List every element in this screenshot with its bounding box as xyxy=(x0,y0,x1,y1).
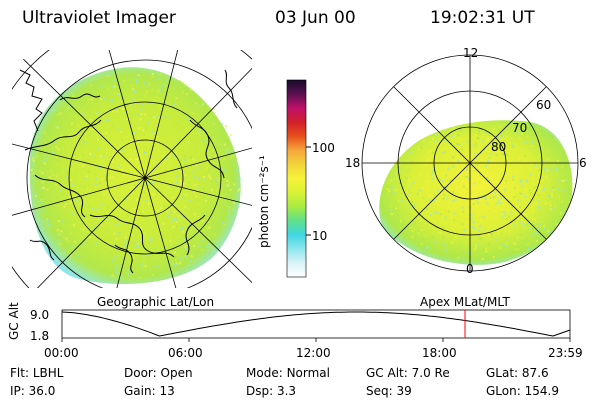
altitude-xtick-2: 12:00 xyxy=(296,346,331,360)
meridian-line xyxy=(144,177,252,284)
meridian-line xyxy=(144,50,179,179)
info-door: Door: Open xyxy=(124,366,193,380)
mlat-label-60: 60 xyxy=(536,98,552,112)
mlat-label-70: 70 xyxy=(512,121,528,135)
info-mode: Mode: Normal xyxy=(246,366,330,380)
meridian-line xyxy=(144,147,252,179)
meridian-line xyxy=(144,177,252,206)
colorbar xyxy=(286,79,311,278)
right-emission xyxy=(379,120,573,265)
info-ip: IP: 36.0 xyxy=(10,384,56,398)
left-map-caption: Geographic Lat/Lon xyxy=(97,295,215,309)
info-dsp: Dsp: 3.3 xyxy=(246,384,297,398)
app-title: Ultraviolet Imager xyxy=(22,8,176,28)
info-gc-alt: GC Alt: 7.0 Re xyxy=(366,366,450,380)
altitude-ylabel: GC Alt xyxy=(7,302,21,340)
meridian-line xyxy=(12,177,146,216)
right-map-caption: Apex MLat/MLT xyxy=(420,295,510,309)
mlt-label-0: 0 xyxy=(466,262,474,276)
meridian-line xyxy=(116,177,146,288)
meridian-line xyxy=(108,50,146,179)
mlat-label-80: 80 xyxy=(491,140,507,154)
mlt-line-diag-b xyxy=(393,86,547,240)
info-gain: Gain: 13 xyxy=(124,384,175,398)
mlt-label-6: 6 xyxy=(579,156,587,170)
info-glon: GLon: 154.9 xyxy=(486,384,559,398)
header-time: 19:02:31 UT xyxy=(430,8,535,28)
header-date: 03 Jun 00 xyxy=(275,8,356,28)
altitude-ytick-max: 9.0 xyxy=(30,308,50,322)
polar-map xyxy=(361,54,579,272)
left-speckle xyxy=(30,72,241,279)
meridian-line xyxy=(144,67,252,179)
altitude-xticks xyxy=(61,338,571,342)
coastlines xyxy=(19,69,238,274)
lat-circle-mid xyxy=(68,101,222,255)
right-speckle xyxy=(386,125,571,260)
meridian-line xyxy=(144,177,177,288)
colorbar-label-100: 100 xyxy=(312,141,335,155)
geographic-map xyxy=(12,50,252,288)
altitude-curve xyxy=(61,311,571,337)
altitude-plot xyxy=(61,309,571,342)
meridian-line xyxy=(36,177,146,288)
meridian-line xyxy=(23,58,146,179)
mlt-label-18: 18 xyxy=(345,156,361,170)
lat-circle-inner xyxy=(106,139,184,217)
altitude-plot-frame xyxy=(61,309,571,339)
altitude-xtick-3: 18:00 xyxy=(422,346,457,360)
altitude-ytick-min: 1.8 xyxy=(30,329,50,343)
info-glat: GLat: 87.6 xyxy=(486,366,549,380)
mlt-label-12: 12 xyxy=(463,46,479,60)
lat-circle-outer xyxy=(26,59,252,288)
info-flt: Flt: LBHL xyxy=(10,366,64,380)
colorbar-rect xyxy=(286,79,307,278)
meridian-line xyxy=(12,143,146,179)
altitude-xtick-0: 00:00 xyxy=(44,346,79,360)
colorbar-label-10: 10 xyxy=(312,229,328,243)
meridian-lines xyxy=(12,50,252,288)
altitude-xtick-1: 06:00 xyxy=(168,346,203,360)
altitude-xtick-4: 23:59 xyxy=(548,346,583,360)
info-seq: Seq: 39 xyxy=(366,384,412,398)
colorbar-unit-label: photon cm⁻²s⁻¹ xyxy=(257,155,271,248)
